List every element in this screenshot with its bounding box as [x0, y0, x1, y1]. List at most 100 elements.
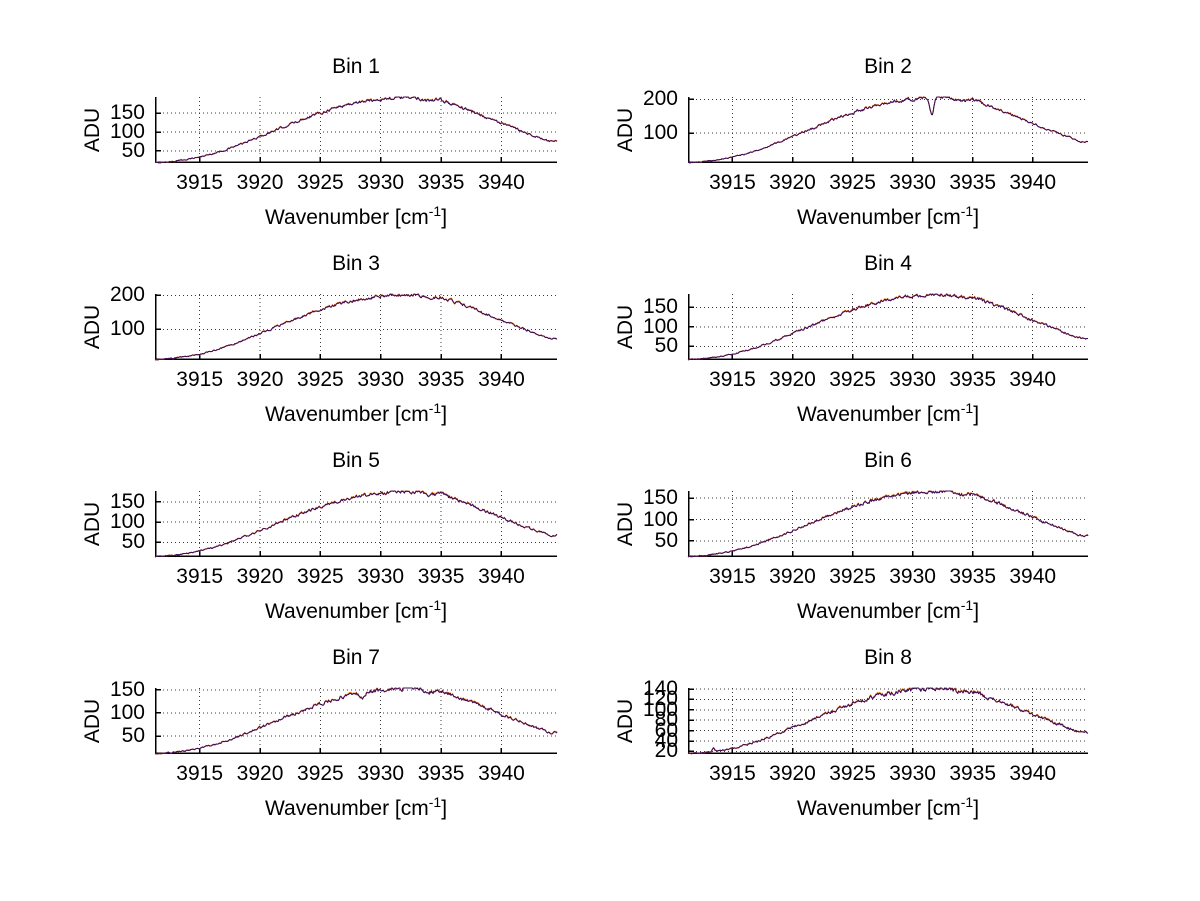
bin-5-xtick-label: 3920 — [236, 565, 284, 588]
bin-3-xtick-label: 3935 — [417, 368, 465, 391]
bin-3-xtick-label: 3925 — [297, 368, 344, 391]
bin-6-trace-dark — [687, 490, 1089, 558]
bin-3-plot — [154, 293, 558, 361]
bin-2-plot — [688, 96, 1089, 164]
bin-5-xtick-label: 3915 — [176, 565, 224, 588]
bin-3-ytick-label: 100 — [109, 317, 145, 341]
bin-8-xlabel-superscript: -1 — [960, 794, 974, 810]
bin-6-trace-red — [687, 490, 1089, 558]
bin-4-xlabel: Wavenumber [cm-1] — [796, 400, 980, 426]
bin-8-xtick-label: 3925 — [829, 762, 876, 785]
bin-7-ytick-label: 50 — [121, 724, 145, 747]
bin-4-trace-dark — [687, 293, 1089, 361]
bin-6-xtick-label: 3915 — [709, 565, 756, 588]
bin-7-trace-dark — [154, 687, 558, 755]
bin-5-xtick-label: 3930 — [357, 565, 405, 588]
bin-2-trace-dark — [688, 96, 1089, 164]
bin-7-title: Bin 7 — [332, 646, 380, 669]
bin-8-xtick-label: 3915 — [709, 762, 756, 785]
bin-6-ytick-label: 100 — [642, 507, 678, 531]
bin-8-ytick-label: 40 — [654, 729, 678, 752]
bin-4-xtick-label: 3925 — [829, 368, 876, 391]
bin-6-title: Bin 6 — [864, 449, 912, 472]
bin-1-xlabel: Wavenumber [cm-1] — [264, 203, 448, 229]
bin-1-plot — [154, 96, 558, 164]
bin-4-xlabel-superscript: -1 — [960, 400, 974, 416]
bin-6-xtick-label: 3925 — [829, 565, 876, 588]
bin-1-xlabel-superscript: -1 — [428, 203, 442, 219]
bin-8-trace-dark — [687, 687, 1089, 755]
bin-5-trace-dark — [154, 490, 558, 558]
bin-1-trace-dark — [154, 96, 558, 164]
bin-7-xtick-label: 3935 — [417, 762, 465, 785]
bin-8-xtick-label: 3920 — [769, 762, 816, 785]
bin-1-ytick-label: 100 — [109, 120, 145, 144]
bin-5-ytick-label: 150 — [109, 489, 145, 513]
bin-6-xtick-label: 3920 — [769, 565, 816, 588]
bin-5-xtick-label: 3925 — [297, 565, 344, 588]
bin-6-plot — [687, 490, 1089, 558]
bin-8-ytick-label: 140 — [642, 677, 678, 701]
bin-3-xtick-label: 3940 — [478, 368, 525, 391]
bin-4-plot — [687, 293, 1089, 361]
bin-4-xtick-label: 3920 — [769, 368, 816, 391]
bin-3-ytick-label: 200 — [109, 283, 145, 307]
bin-6-trace-orange — [687, 490, 1089, 558]
bin-3-xtick-label: 3930 — [357, 368, 405, 391]
bin-5-xtick-label: 3940 — [478, 565, 525, 588]
bin-8-xtick-label: 3940 — [1009, 762, 1057, 785]
bin-2-xlabel: Wavenumber [cm-1] — [796, 203, 980, 229]
bin-8-ytick-label: 20 — [654, 739, 678, 763]
bin-6-xtick-label: 3935 — [949, 565, 997, 588]
bin-2-xtick-label: 3915 — [709, 171, 756, 194]
bin-3-xlabel-superscript: -1 — [428, 400, 442, 416]
bin-3-xtick-label: 3920 — [236, 368, 284, 391]
bin-6-xtick-label: 3940 — [1009, 565, 1057, 588]
bin-6-xlabel-superscript: -1 — [960, 597, 974, 613]
bin-5-xlabel: Wavenumber [cm-1] — [264, 597, 448, 623]
bin-6-xlabel: Wavenumber [cm-1] — [796, 597, 980, 623]
bin-5-xlabel-superscript: -1 — [428, 597, 442, 613]
bin-4-ytick-label: 150 — [642, 295, 678, 319]
bin-2-title: Bin 2 — [864, 55, 912, 78]
bin-8-ytick-label: 100 — [642, 697, 678, 721]
bin-6-ytick-label: 150 — [642, 486, 678, 510]
bin-2-xtick-label: 3940 — [1009, 171, 1057, 194]
bin-7-ytick-label: 150 — [109, 677, 145, 701]
bin-1-xtick-label: 3930 — [357, 171, 405, 194]
bin-4-title: Bin 4 — [864, 252, 912, 275]
bin-8-xtick-label: 3930 — [889, 762, 936, 785]
bin-7-xtick-label: 3930 — [357, 762, 405, 785]
bin-1-ytick-label: 50 — [121, 138, 145, 162]
bin-1-title: Bin 1 — [332, 55, 380, 78]
bin-3-title: Bin 3 — [332, 252, 380, 275]
bin-2-xlabel-superscript: -1 — [960, 203, 974, 219]
bin-2-xtick-label: 3930 — [889, 171, 936, 194]
bin-3-xtick-label: 3915 — [176, 368, 224, 391]
bin-3-trace-dark — [154, 293, 558, 361]
bin-8-ytick-label: 120 — [642, 687, 678, 711]
bin-7-xtick-label: 3920 — [236, 762, 284, 785]
bin-4-xtick-label: 3935 — [949, 368, 997, 391]
bin-7-xlabel-superscript: -1 — [428, 794, 442, 810]
bin-4-xtick-label: 3940 — [1009, 368, 1057, 391]
bin-6-ytick-label: 50 — [654, 528, 678, 552]
bin-5-ytick-label: 100 — [109, 510, 145, 534]
bin-4-xtick-label: 3930 — [889, 368, 936, 391]
bin-5-plot — [154, 490, 558, 558]
bin-8-plot — [687, 687, 1089, 755]
bin-6-xtick-label: 3930 — [889, 565, 936, 588]
bin-3-xlabel: Wavenumber [cm-1] — [264, 400, 448, 426]
bin-4-ytick-label: 50 — [654, 334, 678, 358]
bin-1-xtick-label: 3940 — [478, 171, 525, 194]
bin-1-xtick-label: 3920 — [236, 171, 284, 194]
bin-1-xtick-label: 3925 — [297, 171, 344, 194]
bin-3-trace-red — [154, 293, 558, 361]
bin-2-xtick-label: 3920 — [769, 171, 816, 194]
bin-7-xtick-label: 3915 — [176, 762, 224, 785]
bin-2-xtick-label: 3925 — [829, 171, 876, 194]
bin-4-xtick-label: 3915 — [709, 368, 756, 391]
bin-4-ytick-label: 100 — [642, 314, 678, 338]
bin-7-xlabel: Wavenumber [cm-1] — [264, 794, 448, 820]
